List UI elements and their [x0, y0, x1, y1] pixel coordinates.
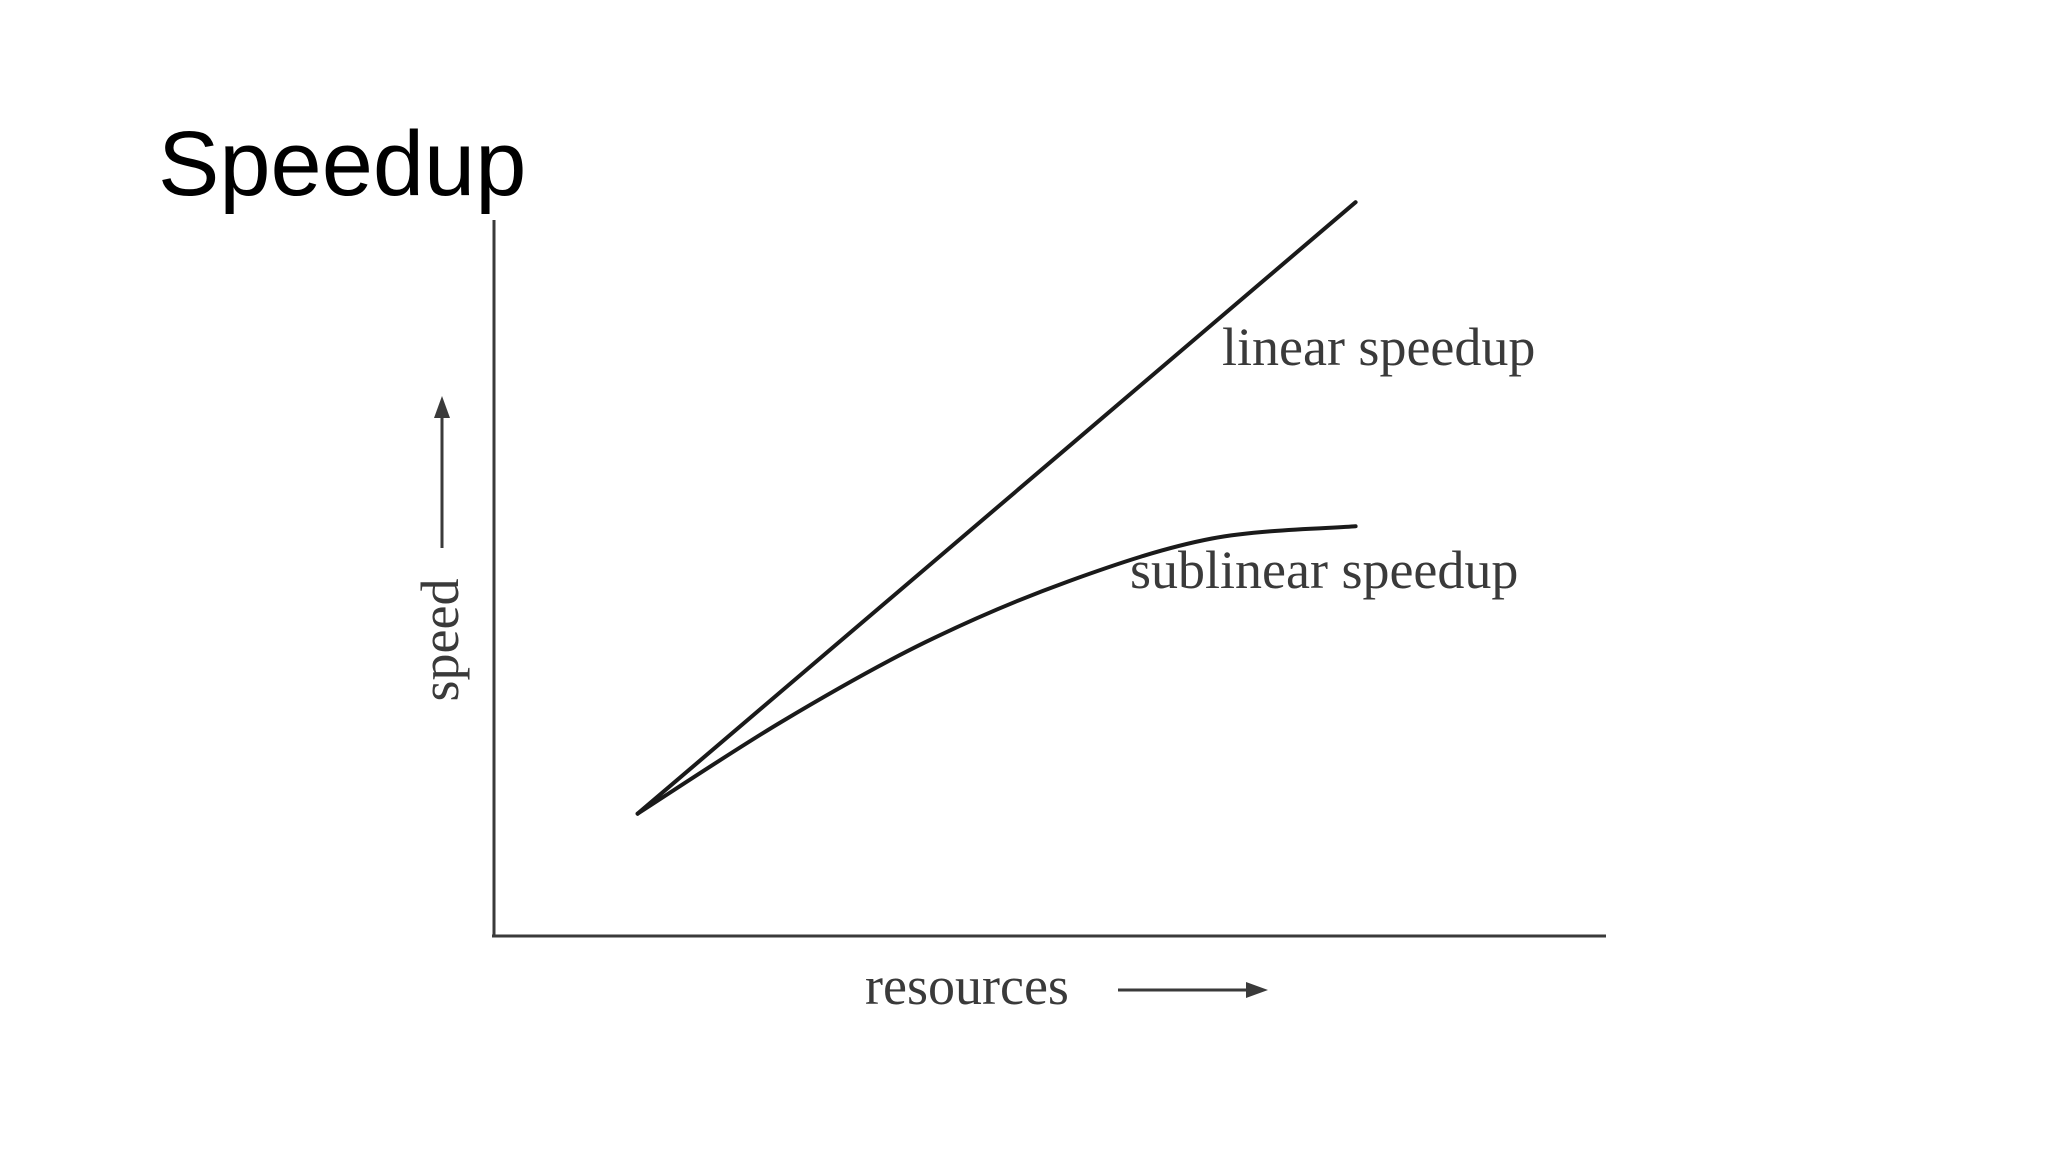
slide-title: Speedup: [158, 113, 527, 215]
sublinear-speedup-label: sublinear speedup: [1130, 540, 1518, 600]
linear-speedup-label: linear speedup: [1222, 317, 1535, 377]
linear-speedup-line: [635, 200, 1358, 816]
x-axis-label: resources: [865, 956, 1069, 1016]
series-layer: [635, 200, 1358, 816]
x-axis-arrowhead: [1246, 982, 1268, 998]
series-label-layer: linear speedup sublinear speedup: [1130, 317, 1535, 600]
y-axis-arrowhead: [434, 396, 450, 418]
sublinear-speedup-line: [635, 524, 1358, 816]
y-axis-label: speed: [410, 579, 470, 702]
